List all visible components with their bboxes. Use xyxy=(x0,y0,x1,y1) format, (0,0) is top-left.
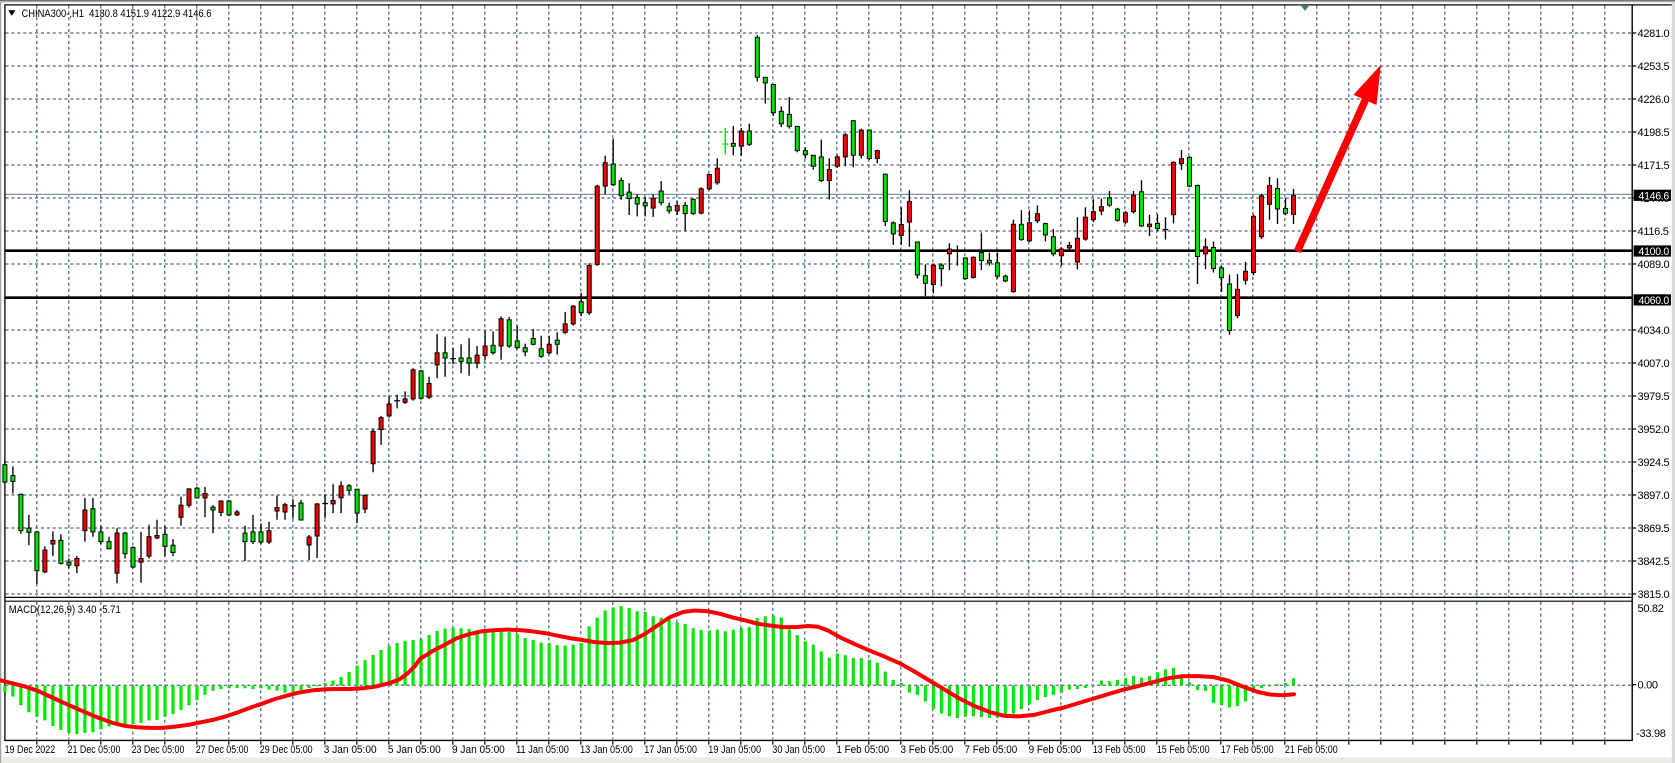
svg-text:CHINA300-,H1 4130.8 4151.9 41: CHINA300-,H1 4130.8 4151.9 4122.9 4146.6 xyxy=(22,8,212,20)
svg-text:9 Jan 05:00: 9 Jan 05:00 xyxy=(452,744,505,756)
svg-text:19 Jan 05:00: 19 Jan 05:00 xyxy=(708,744,761,756)
svg-text:4171.5: 4171.5 xyxy=(1638,160,1670,172)
svg-text:13 Feb 05:00: 13 Feb 05:00 xyxy=(1093,744,1146,756)
svg-text:9 Feb 05:00: 9 Feb 05:00 xyxy=(1029,744,1082,756)
svg-text:21 Feb 05:00: 21 Feb 05:00 xyxy=(1285,744,1338,756)
svg-text:21 Dec 05:00: 21 Dec 05:00 xyxy=(68,744,121,756)
svg-text:MACD(12,26,9) 3.40 -5.71: MACD(12,26,9) 3.40 -5.71 xyxy=(9,604,121,616)
svg-text:30 Jan 05:00: 30 Jan 05:00 xyxy=(772,744,825,756)
svg-text:4034.0: 4034.0 xyxy=(1638,325,1670,337)
svg-text:19 Dec 2022: 19 Dec 2022 xyxy=(5,744,56,756)
svg-text:3 Feb 05:00: 3 Feb 05:00 xyxy=(901,744,954,756)
svg-text:4226.0: 4226.0 xyxy=(1638,94,1670,106)
svg-text:13 Jan 05:00: 13 Jan 05:00 xyxy=(580,744,633,756)
svg-text:4089.0: 4089.0 xyxy=(1638,259,1670,271)
svg-text:15 Feb 05:00: 15 Feb 05:00 xyxy=(1157,744,1210,756)
svg-text:3869.5: 3869.5 xyxy=(1638,523,1670,535)
svg-text:3815.0: 3815.0 xyxy=(1638,589,1670,601)
svg-text:-33.98: -33.98 xyxy=(1636,728,1666,740)
svg-text:5 Jan 05:00: 5 Jan 05:00 xyxy=(388,744,441,756)
svg-text:4253.5: 4253.5 xyxy=(1638,61,1670,73)
svg-text:11 Jan 05:00: 11 Jan 05:00 xyxy=(516,744,569,756)
svg-text:7 Feb 05:00: 7 Feb 05:00 xyxy=(965,744,1018,756)
svg-text:3 Jan 05:00: 3 Jan 05:00 xyxy=(324,744,377,756)
svg-text:0.00: 0.00 xyxy=(1638,680,1658,692)
svg-text:4060.0: 4060.0 xyxy=(1639,295,1670,307)
svg-text:4281.0: 4281.0 xyxy=(1638,28,1670,40)
svg-text:17 Feb 05:00: 17 Feb 05:00 xyxy=(1221,744,1274,756)
svg-text:17 Jan 05:00: 17 Jan 05:00 xyxy=(644,744,697,756)
svg-text:50.82: 50.82 xyxy=(1638,603,1664,615)
svg-text:27 Dec 05:00: 27 Dec 05:00 xyxy=(196,744,249,756)
svg-text:4007.0: 4007.0 xyxy=(1638,358,1670,370)
svg-text:4146.6: 4146.6 xyxy=(1639,190,1670,202)
svg-text:4116.5: 4116.5 xyxy=(1638,226,1669,238)
svg-text:3979.5: 3979.5 xyxy=(1638,391,1670,403)
svg-text:3924.5: 3924.5 xyxy=(1638,457,1670,469)
svg-text:4100.0: 4100.0 xyxy=(1639,246,1670,258)
svg-text:3897.0: 3897.0 xyxy=(1638,490,1670,502)
svg-text:23 Dec 05:00: 23 Dec 05:00 xyxy=(132,744,185,756)
svg-text:3952.0: 3952.0 xyxy=(1638,424,1670,436)
svg-text:1 Feb 05:00: 1 Feb 05:00 xyxy=(836,744,889,756)
svg-text:29 Dec 05:00: 29 Dec 05:00 xyxy=(260,744,313,756)
svg-text:3842.5: 3842.5 xyxy=(1638,556,1670,568)
svg-text:4198.5: 4198.5 xyxy=(1638,127,1670,139)
